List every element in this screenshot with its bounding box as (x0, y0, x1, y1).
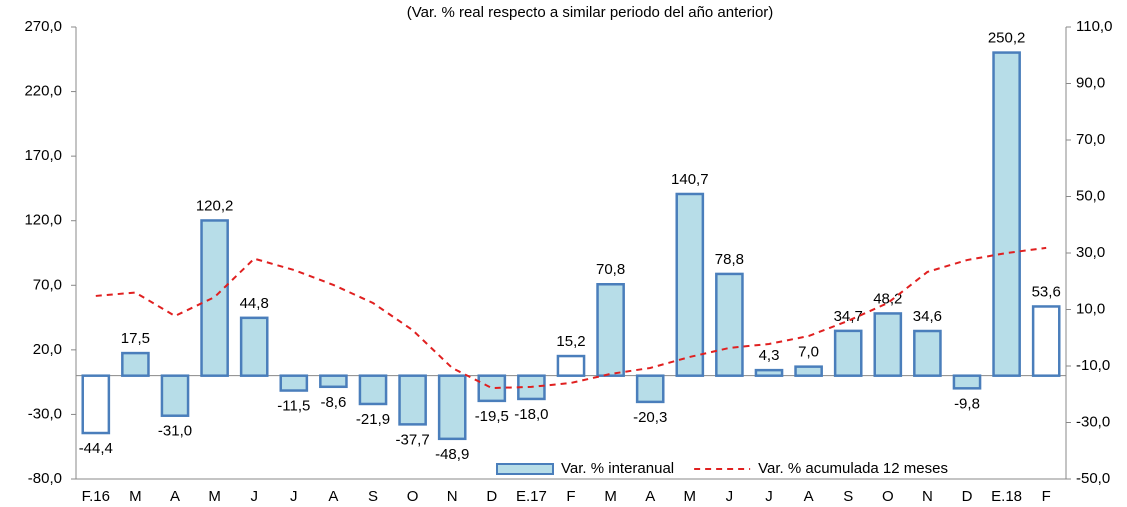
y-tick-label: -30,0 (28, 405, 62, 422)
x-tick-label: J (765, 488, 773, 505)
bar (358, 374, 388, 406)
y-tick-label: -80,0 (28, 470, 62, 487)
y-tick-label: 220,0 (24, 83, 62, 100)
x-tick-label: M (684, 488, 697, 505)
legend-swatch (496, 463, 554, 475)
value-label: -48,9 (435, 446, 469, 463)
value-label: 53,6 (1032, 283, 1061, 300)
bar (715, 272, 744, 377)
value-label: 15,2 (556, 333, 585, 350)
value-label: -11,5 (277, 398, 310, 415)
bar (319, 374, 348, 389)
x-tick-label: M (208, 488, 221, 505)
y-tick-label: 20,0 (33, 341, 62, 358)
bar (239, 316, 269, 377)
value-label: -20,3 (633, 409, 667, 426)
x-tick-label: A (328, 488, 338, 505)
x-tick-label: J (290, 488, 298, 505)
bar (913, 329, 942, 377)
x-tick-label: S (843, 488, 853, 505)
x-tick-label: O (882, 488, 894, 505)
bar (437, 374, 467, 441)
value-label: 17,5 (121, 330, 150, 347)
x-tick-label: D (486, 488, 497, 505)
bar (556, 354, 586, 377)
bar (279, 374, 309, 392)
value-label: 120,2 (196, 197, 234, 214)
x-tick-label: J (726, 488, 734, 505)
y2-tick-label: 30,0 (1076, 244, 1105, 261)
value-label: -9,8 (954, 395, 980, 412)
value-label: 78,8 (715, 251, 744, 268)
chart-subtitle: (Var. % real respecto a similar periodo … (407, 4, 774, 21)
bar (398, 374, 427, 426)
x-tick-label: D (962, 488, 973, 505)
bar (635, 374, 665, 404)
legend-label: Var. % acumulada 12 meses (758, 460, 948, 477)
x-tick-label: N (447, 488, 458, 505)
bar (992, 51, 1021, 377)
x-tick-label: F.16 (82, 488, 110, 505)
value-label: 48,2 (873, 290, 902, 307)
x-tick-label: A (804, 488, 814, 505)
bar (873, 312, 903, 377)
y-tick-label: 70,0 (33, 276, 62, 293)
value-label: -18,0 (514, 406, 548, 423)
value-label: 34,6 (913, 308, 942, 325)
y2-tick-label: -10,0 (1076, 357, 1110, 374)
value-label: 250,2 (988, 30, 1026, 47)
value-label: -21,9 (356, 411, 390, 428)
value-label: -31,0 (158, 423, 192, 440)
x-tick-label: N (922, 488, 933, 505)
x-tick-label: O (407, 488, 419, 505)
y2-tick-label: 90,0 (1076, 74, 1105, 91)
value-label: 34,7 (834, 308, 863, 325)
bar (596, 283, 625, 377)
bar (675, 192, 705, 377)
x-tick-label: M (604, 488, 617, 505)
x-tick-label: S (368, 488, 378, 505)
y-tick-label: 120,0 (24, 212, 62, 229)
value-label: 7,0 (798, 344, 819, 361)
bar (477, 374, 507, 403)
x-tick-label: E.18 (991, 488, 1022, 505)
value-label: -19,5 (475, 408, 509, 425)
x-tick-label: A (170, 488, 180, 505)
value-label: 140,7 (671, 171, 709, 188)
bar (833, 329, 863, 377)
x-tick-label: F (1042, 488, 1051, 505)
y2-tick-label: 10,0 (1076, 300, 1105, 317)
value-label: -37,7 (395, 431, 429, 448)
y2-tick-label: -50,0 (1076, 470, 1110, 487)
y2-tick-label: 50,0 (1076, 187, 1105, 204)
bar (81, 374, 111, 435)
x-tick-label: J (250, 488, 258, 505)
y2-tick-label: 70,0 (1076, 131, 1105, 148)
bar (1031, 305, 1061, 377)
y2-tick-label: -30,0 (1076, 413, 1110, 430)
bar (200, 219, 229, 377)
value-label: 70,8 (596, 261, 625, 278)
value-label: 4,3 (759, 347, 780, 364)
bar (160, 374, 190, 417)
y-tick-label: 270,0 (24, 18, 62, 35)
bar (952, 374, 982, 390)
bar (754, 368, 784, 377)
x-tick-label: A (645, 488, 655, 505)
legend-label: Var. % interanual (561, 460, 674, 477)
x-tick-label: E.17 (516, 488, 547, 505)
y2-tick-label: 110,0 (1076, 18, 1112, 35)
y-tick-label: 170,0 (24, 147, 62, 164)
bar (794, 365, 823, 377)
value-label: 44,8 (240, 295, 269, 312)
value-label: -44,4 (79, 440, 113, 457)
bar (121, 351, 150, 377)
x-tick-label: F (566, 488, 575, 505)
x-tick-label: M (129, 488, 142, 505)
value-label: -8,6 (320, 394, 346, 411)
